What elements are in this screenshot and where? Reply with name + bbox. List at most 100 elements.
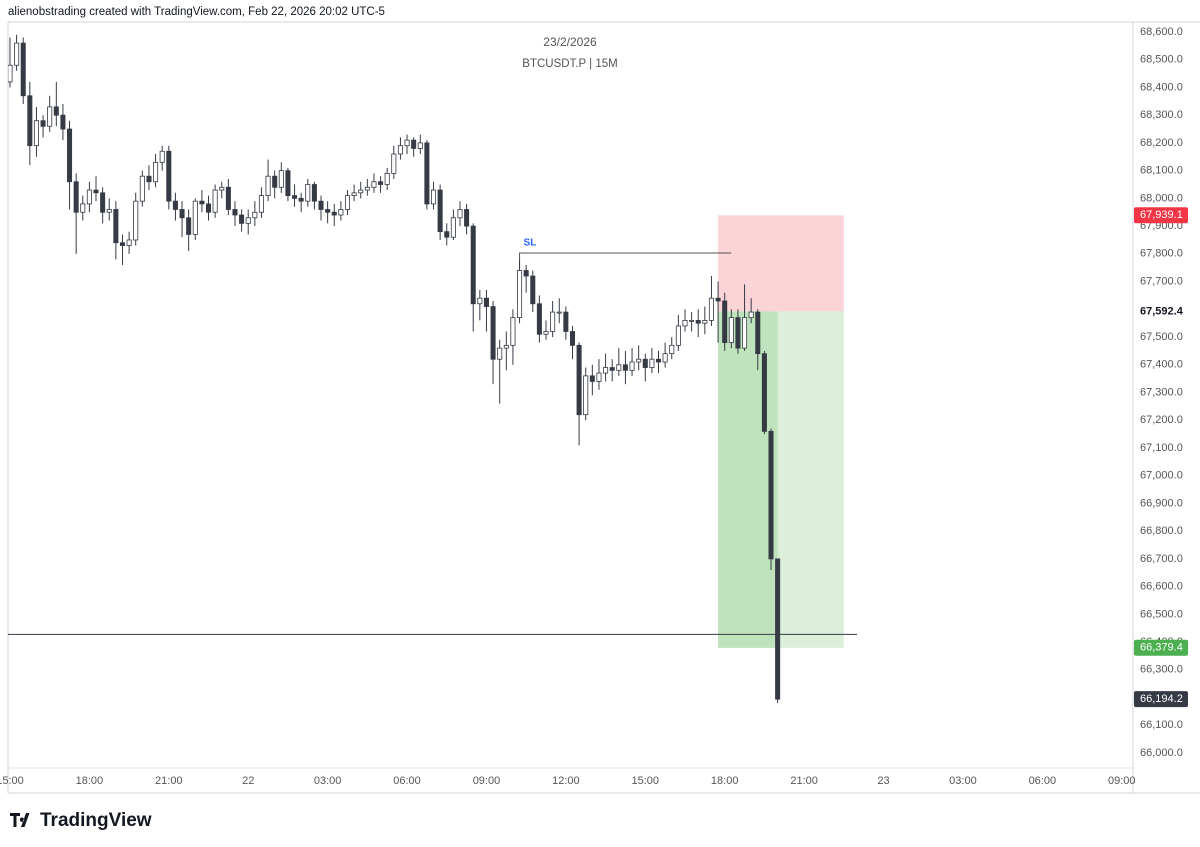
candle-body (404, 139, 410, 147)
candle-body (298, 197, 304, 202)
candle-body (378, 181, 384, 185)
y-tick-label: 67,200.0 (1140, 414, 1183, 426)
plot-area: SL (8, 34, 858, 704)
y-tick-label: 68,400.0 (1140, 81, 1183, 93)
x-tick-label: 03:00 (949, 775, 977, 787)
candle-body (186, 217, 192, 235)
candle-body (219, 186, 225, 191)
y-tick-label: 68,000.0 (1140, 192, 1183, 204)
x-tick-label: 09:00 (473, 775, 501, 787)
candle-body (292, 195, 298, 199)
candle-body (311, 184, 317, 202)
candle-body (675, 325, 681, 346)
candle-body (728, 317, 734, 343)
candle-body (629, 361, 635, 371)
candle-body (285, 170, 291, 197)
candle-body (80, 203, 86, 213)
candle-body (761, 353, 767, 432)
y-tick-label: 67,400.0 (1140, 359, 1183, 371)
candle-body (655, 358, 662, 363)
x-tick-label: 18:00 (76, 775, 104, 787)
sl-line (519, 252, 732, 268)
candle-body (596, 372, 602, 382)
candle-body (775, 558, 781, 700)
axes: 66,000.066,100.066,200.066,300.066,400.0… (0, 26, 1188, 787)
candle-body (47, 106, 53, 127)
logo-icon (10, 813, 30, 827)
y-tick-label: 67,300.0 (1140, 386, 1183, 398)
candle-body (278, 170, 284, 188)
y-tick-label: 68,600.0 (1140, 26, 1183, 38)
candle-body (682, 319, 688, 327)
candle-body (146, 175, 152, 183)
candle-body (397, 145, 403, 155)
candle-body (636, 358, 642, 363)
candle-body (589, 375, 595, 382)
x-tick-label: 06:00 (1029, 775, 1057, 787)
candle-body (477, 297, 483, 305)
candle-body (437, 189, 443, 233)
candle-body (331, 211, 337, 216)
candle-body (14, 42, 20, 66)
candle-body (715, 297, 721, 302)
candle-body (212, 189, 218, 213)
candle-body (305, 184, 311, 202)
x-tick-label: 06:00 (393, 775, 421, 787)
candle-body (113, 209, 119, 244)
candle-body (708, 297, 714, 321)
candle-body (450, 217, 456, 238)
candle-body (642, 358, 648, 368)
candle-body (179, 209, 185, 219)
y-tick-label: 67,100.0 (1140, 442, 1183, 454)
candle-body (325, 209, 331, 213)
candle-body (318, 200, 324, 210)
price-label-box (1134, 691, 1188, 708)
candle-body (172, 200, 178, 210)
candle-body (358, 189, 364, 194)
sl-label: SL (524, 238, 537, 249)
candle-body (603, 367, 609, 374)
candle-body (126, 239, 132, 246)
candle-body (424, 142, 430, 205)
target-zone-filled (718, 311, 778, 648)
y-tick-label: 66,500.0 (1140, 608, 1183, 620)
y-tick-label: 66,100.0 (1140, 719, 1183, 731)
x-tick-label: 12:00 (552, 775, 580, 787)
candle-body (609, 367, 615, 371)
candle-body (735, 317, 741, 349)
candle-body (748, 311, 754, 319)
x-tick-label: 21:00 (155, 775, 183, 787)
price-label-box (1134, 207, 1188, 224)
candle-body (470, 225, 476, 305)
candle-body (8, 64, 13, 83)
y-tick-label: 66,600.0 (1140, 581, 1183, 593)
candle-body (245, 217, 251, 224)
x-tick-label: 22 (242, 775, 254, 787)
candle-body (351, 192, 357, 197)
y-tick-label: 67,700.0 (1140, 275, 1183, 287)
candle-body (503, 344, 509, 349)
y-tick-label: 67,800.0 (1140, 248, 1183, 260)
price-label: 66,194.2 (1140, 693, 1183, 705)
stop-zone (718, 215, 844, 312)
candle-body (225, 186, 231, 210)
price-label-box (1134, 303, 1188, 320)
price-label: 67,939.1 (1140, 209, 1183, 221)
candle-body (444, 231, 450, 238)
x-tick-label: 18:00 (711, 775, 739, 787)
candle-body (483, 297, 489, 307)
candle-body (40, 120, 46, 127)
candle-body (159, 150, 165, 163)
candle-body (543, 331, 549, 335)
candle-body (252, 211, 258, 219)
candle-body (576, 344, 582, 416)
candle-body (265, 175, 271, 197)
y-tick-label: 66,000.0 (1140, 747, 1183, 759)
y-tick-label: 67,500.0 (1140, 331, 1183, 343)
y-tick-label: 66,900.0 (1140, 497, 1183, 509)
footer-logo: TradingView (10, 810, 152, 831)
header-credit: alienobstrading created with TradingView… (8, 6, 385, 18)
y-tick-label: 68,300.0 (1140, 109, 1183, 121)
candle-body (344, 195, 351, 210)
